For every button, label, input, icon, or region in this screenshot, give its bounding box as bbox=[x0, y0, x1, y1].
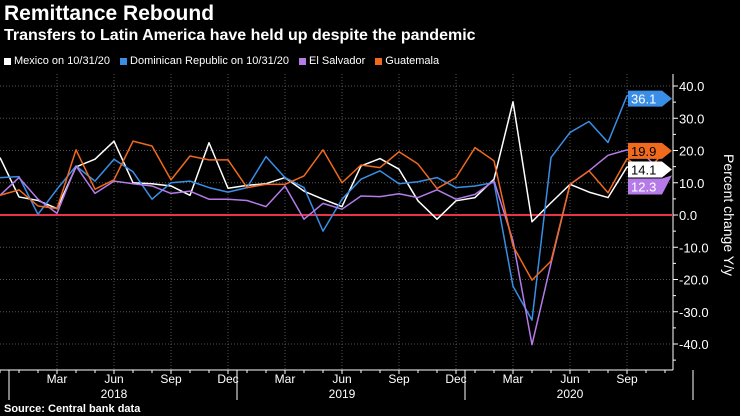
x-tick-label: Dec bbox=[445, 372, 466, 386]
end-label-tag bbox=[628, 161, 672, 178]
y-tick-label: -40.0 bbox=[679, 337, 709, 352]
legend-swatch bbox=[375, 57, 383, 65]
legend-item: Guatemala bbox=[375, 55, 439, 67]
y-tick-label: 10.0 bbox=[679, 176, 704, 191]
legend-label: Mexico on 10/31/20 bbox=[14, 55, 111, 67]
series-end-label: 19.9 bbox=[628, 142, 672, 159]
x-tick-label: Sep bbox=[616, 372, 638, 386]
y-tick-label: 0.0 bbox=[679, 208, 697, 223]
y-tick-label: -10.0 bbox=[679, 240, 709, 255]
y-axis-label: Percent change Y/y bbox=[721, 154, 737, 276]
y-tick-label: 20.0 bbox=[679, 144, 704, 159]
y-tick-label: -20.0 bbox=[679, 273, 709, 288]
legend-item: Mexico on 10/31/20 bbox=[4, 55, 110, 67]
series-line bbox=[0, 101, 647, 223]
end-label-tag bbox=[628, 175, 672, 195]
series-end-label: 12.3 bbox=[628, 175, 672, 195]
x-year-label: 2019 bbox=[329, 387, 356, 401]
legend: Mexico on 10/31/20 Dominican Republic on … bbox=[4, 55, 439, 67]
x-tick-label: Jun bbox=[332, 372, 351, 386]
x-tick-label: Sep bbox=[388, 372, 410, 386]
end-label-value: 19.9 bbox=[631, 144, 656, 159]
legend-label: Dominican Republic on 10/31/20 bbox=[130, 55, 290, 67]
legend-label: El Salvador bbox=[309, 55, 366, 67]
end-label-value: 36.1 bbox=[631, 92, 656, 107]
legend-swatch bbox=[299, 57, 307, 65]
series-line bbox=[0, 140, 666, 281]
x-year-label: 2018 bbox=[101, 387, 128, 401]
legend-swatch bbox=[4, 57, 11, 65]
series-end-label: 36.1 bbox=[628, 90, 672, 107]
x-tick-label: Jun bbox=[104, 372, 123, 386]
legend-label: Guatemala bbox=[385, 55, 440, 67]
x-tick-label: Mar bbox=[503, 372, 524, 386]
chart-title: Remittance Rebound bbox=[4, 2, 215, 25]
x-tick-label: Dec bbox=[217, 372, 238, 386]
x-year-label: 2020 bbox=[557, 387, 584, 401]
x-tick-label: Jun bbox=[560, 372, 579, 386]
y-tick-label: 30.0 bbox=[679, 111, 704, 126]
series-end-label: 14.1 bbox=[628, 161, 672, 178]
end-label-tag bbox=[628, 90, 672, 107]
x-tick-label: Sep bbox=[160, 372, 182, 386]
legend-item: El Salvador bbox=[299, 55, 365, 67]
end-label-value: 14.1 bbox=[631, 163, 656, 178]
x-tick-label: Mar bbox=[47, 372, 68, 386]
series-line bbox=[0, 94, 647, 321]
legend-swatch bbox=[120, 57, 128, 65]
y-tick-label: -30.0 bbox=[679, 305, 709, 320]
y-tick-label: 40.0 bbox=[679, 79, 704, 94]
chart-subtitle: Transfers to Latin America have held up … bbox=[4, 27, 476, 44]
end-label-value: 12.3 bbox=[631, 180, 656, 195]
x-tick-label: Mar bbox=[275, 372, 296, 386]
end-label-tag bbox=[628, 142, 672, 159]
source-note: Source: Central bank data bbox=[4, 403, 141, 415]
legend-item: Dominican Republic on 10/31/20 bbox=[120, 55, 289, 67]
